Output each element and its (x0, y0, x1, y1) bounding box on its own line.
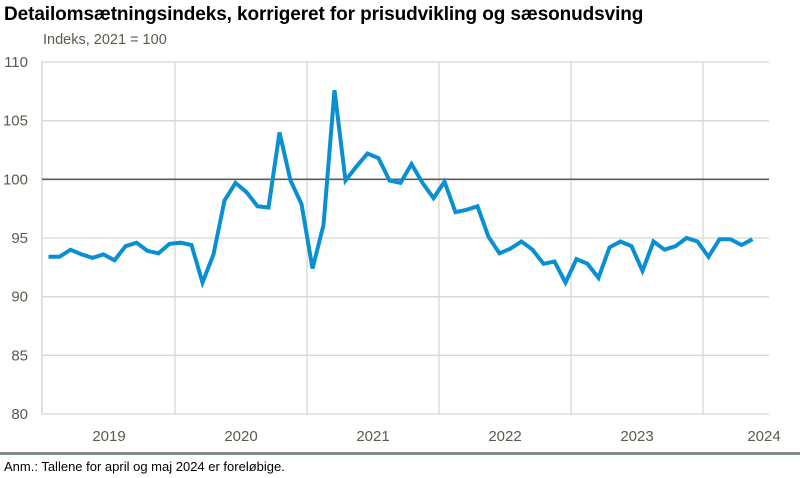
index-series-line (48, 89, 754, 289)
y-tick-label: 110 (4, 54, 28, 71)
x-tick-labels: 2019 2020 2021 2022 2023 2024 (92, 428, 780, 445)
y-tick-label: 100 (3, 171, 28, 188)
x-tick-label-2019: 2019 (92, 428, 125, 445)
x-tick-label-2023: 2023 (620, 428, 653, 445)
y-tick-labels: 80 85 90 95 100 105 110 (3, 54, 28, 423)
y-axis-label: Indeks, 2021 = 100 (43, 32, 167, 48)
x-tick-label-2020: 2020 (224, 428, 257, 445)
footer-divider (0, 452, 800, 455)
x-tick-label-2024: 2024 (747, 428, 780, 445)
y-tick-label: 105 (3, 113, 28, 130)
footnote: Anm.: Tallene for april og maj 2024 er f… (4, 459, 285, 474)
horizontal-gridlines (41, 61, 769, 415)
y-tick-label: 80 (11, 406, 28, 423)
y-tick-label: 85 (11, 347, 28, 364)
x-tick-label-2022: 2022 (488, 428, 521, 445)
y-tick-label: 95 (11, 230, 28, 247)
chart-title: Detailomsætningsindeks, korrigeret for p… (4, 4, 644, 25)
y-tick-label: 90 (11, 289, 28, 306)
x-tick-label-2021: 2021 (356, 428, 389, 445)
